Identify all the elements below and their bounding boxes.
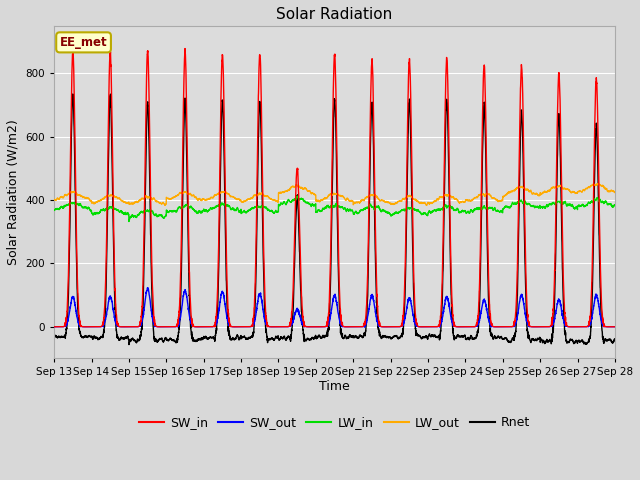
Line: SW_in: SW_in <box>54 48 615 327</box>
Rnet <box>125 342 132 348</box>
Rnet <box>461 333 468 338</box>
Text: EE_met: EE_met <box>60 36 108 49</box>
SW_in <box>492 324 500 330</box>
Rnet <box>151 338 159 344</box>
LW_out <box>593 181 601 187</box>
Line: SW_out: SW_out <box>54 288 615 327</box>
Line: LW_out: LW_out <box>54 184 615 205</box>
LW_in <box>314 207 322 213</box>
SW_in <box>314 324 321 330</box>
LW_out <box>314 197 321 203</box>
LW_out <box>51 196 58 202</box>
LW_in <box>611 202 618 207</box>
LW_in <box>151 213 159 218</box>
SW_out <box>611 324 618 330</box>
SW_in <box>51 324 58 330</box>
LW_out <box>492 197 500 203</box>
LW_out <box>460 199 468 205</box>
LW_out <box>429 199 437 205</box>
SW_in <box>611 324 618 330</box>
SW_in <box>429 324 437 330</box>
SW_in <box>611 324 619 330</box>
SW_in <box>151 322 159 328</box>
LW_in <box>461 208 468 214</box>
LW_out <box>151 197 159 203</box>
LW_in <box>293 193 301 199</box>
SW_out <box>611 324 619 330</box>
SW_in <box>460 324 468 330</box>
LW_in <box>429 208 437 214</box>
SW_out <box>51 324 58 330</box>
Rnet <box>492 335 500 341</box>
LW_in <box>611 202 619 208</box>
X-axis label: Time: Time <box>319 380 350 393</box>
LW_out <box>611 190 619 195</box>
Line: LW_in: LW_in <box>54 196 615 221</box>
SW_out <box>429 324 437 330</box>
Rnet <box>51 335 58 341</box>
Rnet <box>69 91 77 97</box>
Title: Solar Radiation: Solar Radiation <box>276 7 393 22</box>
LW_out <box>611 190 618 195</box>
Rnet <box>611 336 619 342</box>
Y-axis label: Solar Radiation (W/m2): Solar Radiation (W/m2) <box>7 120 20 265</box>
SW_out <box>143 285 151 290</box>
SW_out <box>151 324 159 329</box>
SW_out <box>460 324 468 330</box>
Line: Rnet: Rnet <box>54 94 615 345</box>
LW_in <box>492 208 500 214</box>
LW_in <box>51 207 58 213</box>
Rnet <box>314 334 322 339</box>
Legend: SW_in, SW_out, LW_in, LW_out, Rnet: SW_in, SW_out, LW_in, LW_out, Rnet <box>134 411 535 434</box>
LW_in <box>125 218 132 224</box>
Rnet <box>429 333 437 338</box>
SW_out <box>314 324 321 330</box>
SW_in <box>181 46 189 51</box>
LW_out <box>423 203 431 208</box>
Rnet <box>611 336 618 342</box>
SW_out <box>492 324 500 330</box>
